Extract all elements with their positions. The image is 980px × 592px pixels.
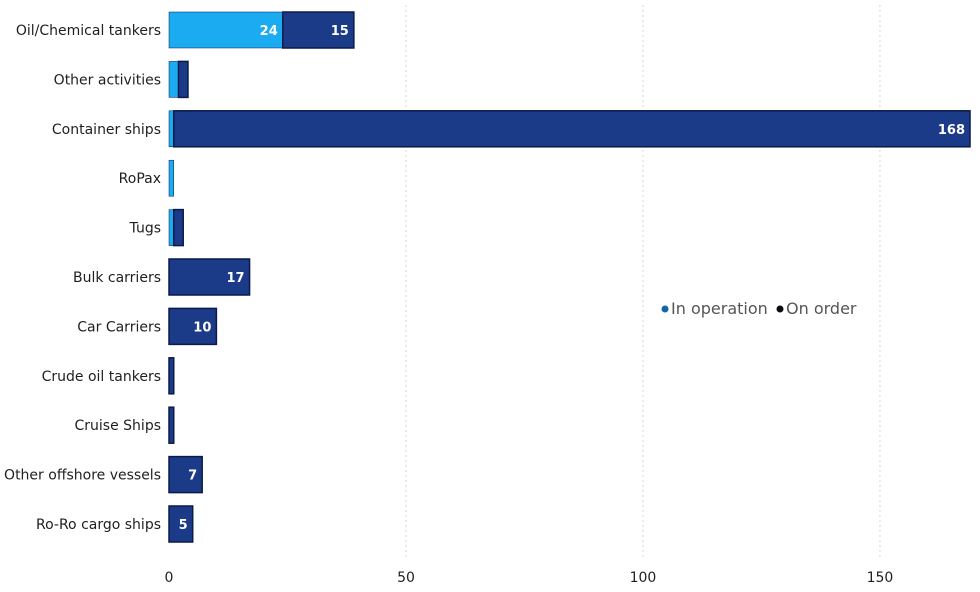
category-label: Other offshore vessels [4,468,161,484]
bar-on-order[interactable] [168,307,218,346]
category-label: Other activities [54,72,161,88]
data-label: 15 [331,24,349,39]
bar-on-order[interactable] [168,258,251,296]
category-label: RoPax [119,171,161,187]
legend[interactable]: In operation On order [661,299,857,318]
bar-in-operation[interactable] [168,61,179,98]
category-label: Tugs [129,221,161,237]
category-labels: Oil/Chemical tankers Other activities Cont… [4,23,161,533]
x-tick-label: 0 [165,570,174,586]
category-label: Oil/Chemical tankers [16,23,161,39]
data-label: 7 [188,469,197,484]
data-label: 5 [179,518,188,533]
bar-on-order[interactable] [168,357,175,395]
x-tick-label: 50 [397,570,415,586]
bar-in-operation[interactable] [168,159,174,197]
bar-on-order[interactable] [168,505,194,543]
data-label: 17 [226,271,244,286]
x-axis-ticks: 0 50 100 150 [165,570,894,586]
data-label: 168 [938,123,965,138]
bars: 24 15 168 17 10 7 5 [168,11,971,543]
bar-on-order[interactable] [177,60,189,99]
category-label: Car Carriers [77,319,161,335]
legend-label-on-order: On order [786,299,857,318]
grid [405,5,881,560]
x-tick-label: 100 [630,570,657,586]
bar-on-order[interactable] [168,406,175,444]
bar-in-operation[interactable] [168,11,284,49]
bar-on-order[interactable] [282,11,355,49]
legend-label-in-operation: In operation [671,299,768,318]
bar-on-order[interactable] [172,110,971,148]
data-label: 10 [193,320,211,335]
category-label: Crude oil tankers [42,369,161,385]
data-label: 24 [260,24,278,39]
category-label: Cruise Ships [75,418,161,434]
x-tick-label: 150 [867,570,894,586]
legend-marker-on-order [776,305,784,313]
bar-on-order[interactable] [168,455,203,494]
category-label: Ro-Ro cargo ships [36,517,161,533]
category-label: Container ships [52,122,161,138]
bar-on-order[interactable] [172,208,184,247]
legend-marker-in-operation [661,305,669,313]
category-label: Bulk carriers [73,270,161,286]
